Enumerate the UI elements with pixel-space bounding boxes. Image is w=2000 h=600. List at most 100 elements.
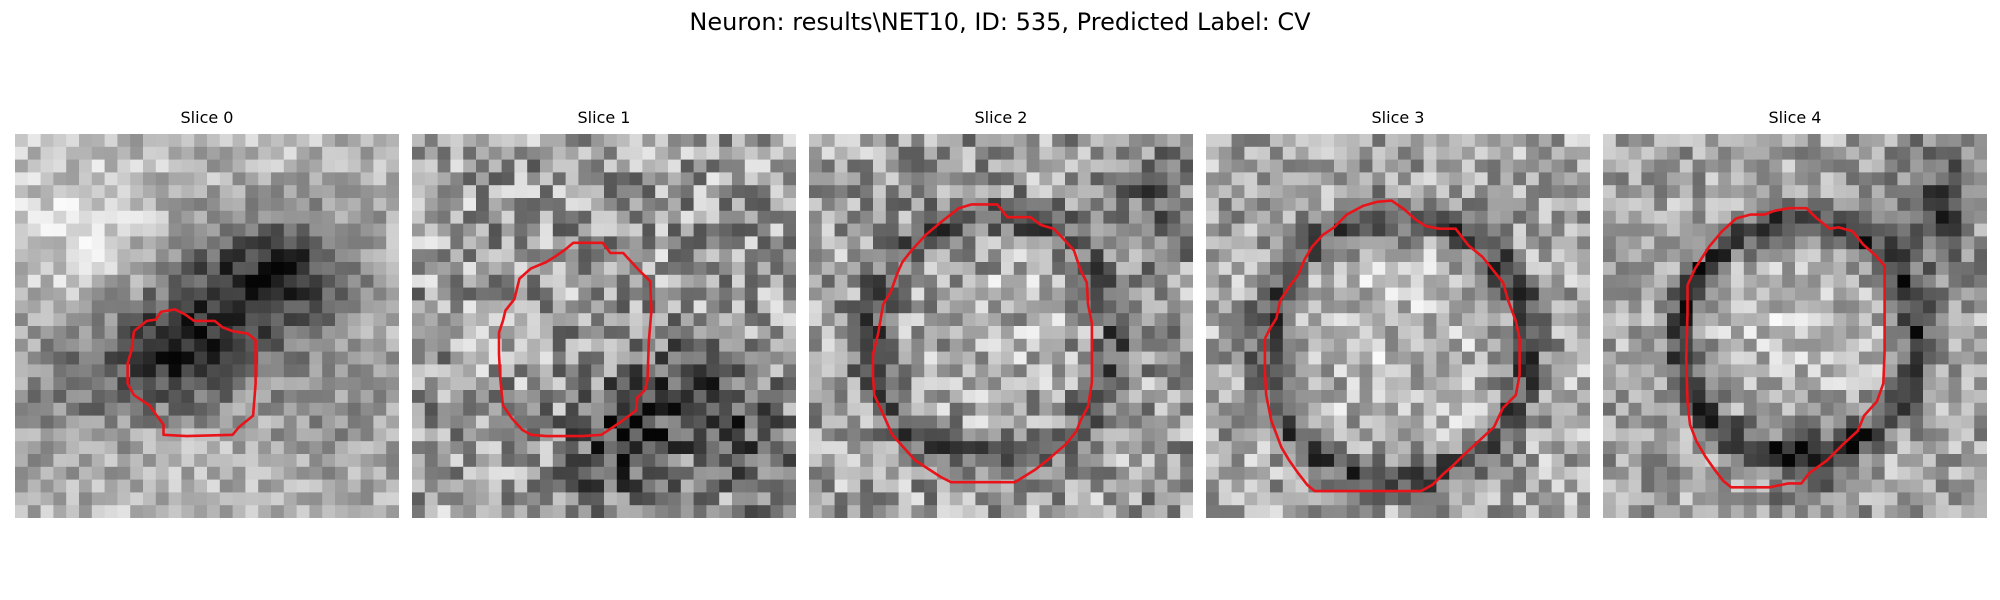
pixel (1526, 338, 1540, 353)
pixel (949, 390, 964, 404)
pixel (27, 402, 42, 417)
pixel (770, 338, 784, 353)
pixel (1615, 364, 1630, 378)
pixel (1807, 402, 1822, 417)
pixel (1385, 249, 1399, 263)
pixel (1167, 172, 1181, 186)
pixel (1577, 402, 1590, 417)
pixel (873, 185, 887, 199)
pixel (1141, 466, 1156, 481)
pixel (1308, 172, 1322, 186)
pixel (130, 236, 144, 250)
pixel (1282, 390, 1297, 404)
pixel (1884, 198, 1898, 212)
pixel (117, 287, 131, 301)
pixel (1257, 441, 1271, 455)
pixel (1321, 274, 1335, 289)
pixel (360, 274, 374, 289)
pixel (1538, 210, 1553, 225)
pixel (744, 185, 759, 199)
pixel (1346, 479, 1361, 493)
pixel (834, 159, 848, 173)
pixel (347, 441, 362, 455)
pixel (860, 441, 874, 455)
pixel (296, 351, 310, 365)
pixel (911, 441, 925, 455)
pixel (1462, 159, 1476, 173)
pixel (1141, 377, 1156, 391)
pixel (1961, 134, 1975, 148)
pixel (91, 466, 106, 481)
pixel (1180, 262, 1193, 276)
pixel (1001, 338, 1015, 353)
pixel (1782, 492, 1796, 506)
pixel (1167, 441, 1181, 455)
pixel (821, 479, 836, 493)
pixel (1603, 364, 1617, 378)
pixel (258, 274, 272, 289)
pixel (1257, 313, 1271, 327)
pixel (1039, 415, 1053, 429)
pixel (1026, 351, 1040, 365)
pixel (219, 262, 234, 276)
pixel (1052, 223, 1066, 237)
pixel (1218, 198, 1233, 212)
pixel (616, 146, 631, 161)
pixel (117, 159, 131, 173)
pixel (1743, 210, 1758, 225)
pixel (1731, 262, 1745, 276)
pixel (1667, 338, 1681, 353)
pixel (296, 415, 310, 429)
pixel (565, 402, 579, 417)
pixel (207, 223, 221, 237)
pixel (1500, 159, 1514, 173)
pixel (668, 198, 682, 212)
pixel (1398, 134, 1412, 148)
pixel (1961, 223, 1975, 237)
pixel (194, 300, 208, 314)
pixel (1334, 223, 1348, 237)
pixel (1961, 287, 1975, 301)
pixel (309, 505, 323, 518)
pixel (1705, 262, 1719, 276)
pixel (1385, 479, 1399, 493)
pixel (104, 326, 118, 340)
pixel (1487, 223, 1501, 237)
pixel (988, 428, 1002, 442)
pixel (1961, 313, 1975, 327)
pixel (1141, 390, 1156, 404)
pixel (642, 479, 656, 493)
pixel (847, 479, 861, 493)
pixel (155, 351, 170, 365)
pixel (335, 262, 349, 276)
pixel (207, 415, 221, 429)
pixel (911, 364, 925, 378)
pixel (962, 415, 976, 429)
pixel (552, 134, 567, 148)
pixel (1961, 466, 1975, 481)
pixel (1282, 172, 1297, 186)
pixel (1487, 479, 1501, 493)
pixel (783, 313, 796, 327)
pixel (1462, 300, 1476, 314)
pixel (360, 441, 374, 455)
pixel (168, 313, 182, 327)
pixel (143, 428, 157, 442)
pixel (1474, 402, 1489, 417)
pixel (540, 505, 554, 518)
pixel (911, 338, 925, 353)
pixel (693, 415, 707, 429)
pixel (1603, 274, 1617, 289)
pixel (783, 402, 796, 417)
pixel (181, 441, 195, 455)
pixel (732, 338, 746, 353)
pixel (1129, 210, 1143, 225)
pixel (706, 223, 720, 237)
pixel (1923, 390, 1937, 404)
pixel (1641, 159, 1655, 173)
pixel (911, 313, 925, 327)
pixel (1026, 159, 1040, 173)
pixel (565, 134, 579, 148)
pixel (53, 377, 67, 391)
pixel (181, 146, 195, 161)
